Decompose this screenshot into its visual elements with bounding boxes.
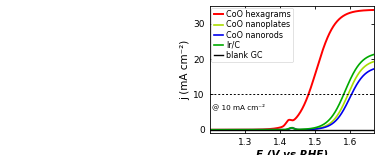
Legend: CoO hexagrams, CoO nanoplates, CoO nanorods, Ir/C, blank GC: CoO hexagrams, CoO nanoplates, CoO nanor…: [211, 8, 293, 62]
Ir/C: [317, 125, 322, 127]
CoO nanorods: [208, 129, 212, 131]
CoO nanorods: [282, 129, 287, 131]
Line: CoO hexagrams: CoO hexagrams: [210, 10, 374, 130]
blank GC: [372, 129, 376, 131]
blank GC: [332, 129, 336, 131]
CoO nanoplates: [317, 127, 322, 129]
blank GC: [237, 129, 241, 131]
CoO hexagrams: [250, 129, 254, 131]
Ir/C: [332, 113, 336, 115]
blank GC: [250, 129, 254, 131]
CoO nanorods: [332, 122, 336, 124]
blank GC: [317, 129, 322, 131]
CoO nanorods: [250, 129, 254, 131]
Line: CoO nanorods: CoO nanorods: [210, 69, 374, 130]
CoO nanoplates: [208, 129, 212, 131]
CoO hexagrams: [372, 9, 376, 11]
X-axis label: E (V vs RHE): E (V vs RHE): [256, 150, 328, 155]
CoO nanoplates: [332, 119, 336, 121]
Line: Ir/C: Ir/C: [210, 54, 374, 130]
CoO hexagrams: [208, 129, 212, 131]
CoO hexagrams: [332, 25, 336, 27]
Ir/C: [372, 53, 376, 55]
CoO nanoplates: [372, 61, 376, 62]
CoO nanoplates: [250, 129, 254, 131]
Y-axis label: j (mA cm⁻²): j (mA cm⁻²): [181, 40, 191, 100]
CoO nanoplates: [237, 129, 241, 131]
CoO hexagrams: [317, 59, 322, 61]
Ir/C: [208, 129, 212, 131]
CoO nanorods: [237, 129, 241, 131]
Text: @ 10 mA cm⁻²: @ 10 mA cm⁻²: [212, 103, 265, 110]
blank GC: [304, 129, 309, 131]
Ir/C: [250, 129, 254, 131]
Ir/C: [237, 129, 241, 131]
blank GC: [208, 129, 212, 131]
CoO nanoplates: [304, 128, 309, 130]
Ir/C: [282, 129, 287, 131]
CoO hexagrams: [282, 124, 287, 126]
CoO nanoplates: [282, 129, 287, 131]
Line: CoO nanoplates: CoO nanoplates: [210, 62, 374, 130]
CoO nanorods: [317, 128, 322, 129]
CoO hexagrams: [304, 98, 309, 100]
CoO nanorods: [304, 129, 309, 131]
CoO hexagrams: [237, 129, 241, 131]
CoO nanorods: [372, 68, 376, 70]
Ir/C: [304, 128, 309, 130]
blank GC: [282, 129, 287, 131]
